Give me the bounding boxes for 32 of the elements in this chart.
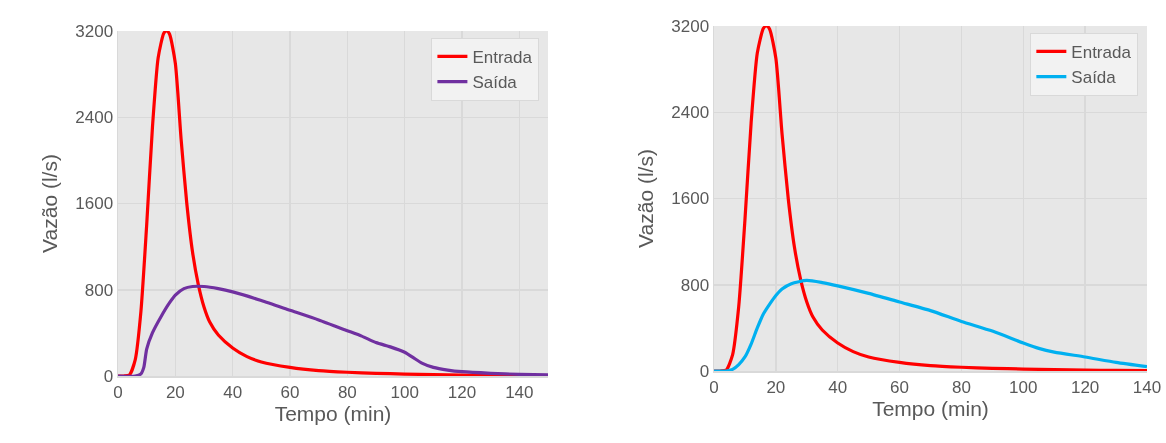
y-tick-label: 1600	[75, 194, 114, 214]
legend-label: Saída	[472, 73, 518, 93]
y-tick-label: 800	[84, 280, 114, 300]
x-tick-label: 140	[1132, 377, 1162, 397]
y-axis-title: Vazão (l/s)	[633, 149, 657, 248]
x-tick-label: 20	[165, 382, 185, 402]
y-tick-label: 1600	[671, 189, 710, 209]
y-tick-label: 0	[699, 361, 710, 381]
x-tick-label: 80	[951, 377, 971, 397]
x-tick-label: 80	[337, 382, 357, 402]
x-tick-label: 100	[390, 382, 419, 402]
x-tick-label: 120	[1070, 377, 1100, 397]
y-tick-label: 3200	[75, 21, 114, 41]
x-tick-label: 120	[447, 382, 477, 402]
legend-label: Saída	[1071, 68, 1117, 88]
y-tick-label: 2400	[75, 108, 114, 128]
x-tick-label: 40	[223, 382, 243, 402]
x-axis-title: Tempo (min)	[274, 401, 392, 425]
legend-label: Entrada	[472, 48, 533, 68]
x-tick-label: 100	[1009, 377, 1038, 397]
y-axis-title: Vazão (l/s)	[37, 154, 61, 253]
y-tick-label: 800	[680, 275, 710, 295]
x-tick-label: 60	[280, 382, 300, 402]
line-series	[714, 26, 1147, 371]
x-axis-title: Tempo (min)	[872, 396, 989, 420]
x-tick-label: 140	[505, 382, 534, 402]
y-tick-label: 2400	[671, 103, 710, 123]
legend-label: Entrada	[1071, 43, 1132, 63]
y-tick-label: 3200	[671, 16, 710, 36]
x-tick-label: 20	[766, 377, 786, 397]
x-tick-label: 40	[828, 377, 848, 397]
x-tick-label: 60	[890, 377, 910, 397]
